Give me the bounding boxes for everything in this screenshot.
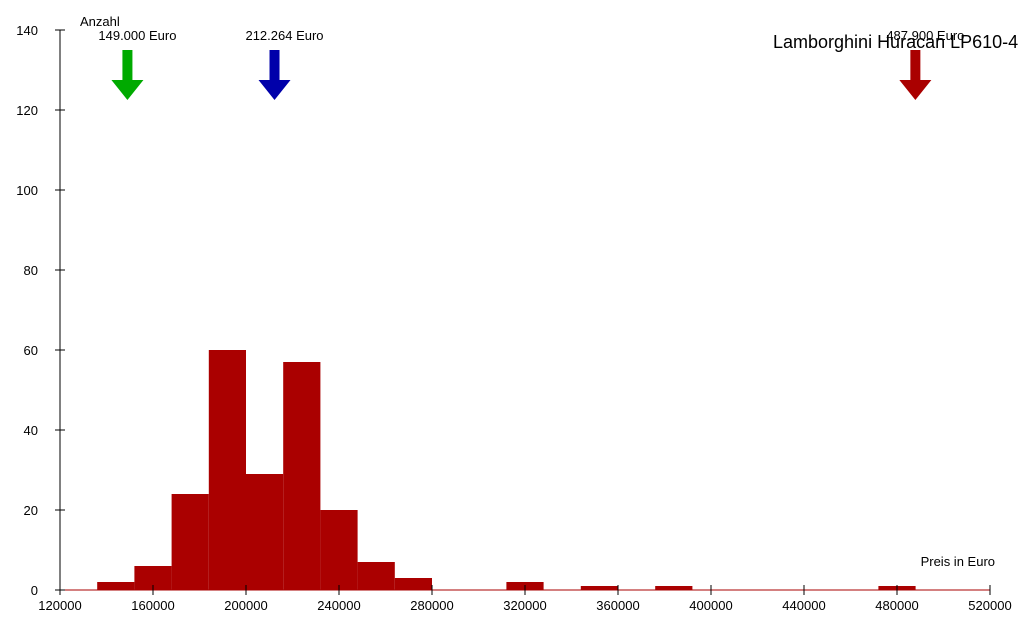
bar: [320, 510, 358, 590]
bar: [97, 582, 135, 590]
y-tick-label: 120: [16, 103, 38, 118]
chart-title: Lamborghini Huracan LP610-4: [773, 32, 1018, 52]
x-tick-label: 360000: [596, 598, 639, 613]
bar: [283, 362, 321, 590]
bar: [580, 586, 618, 590]
x-tick-label: 320000: [503, 598, 546, 613]
y-tick-label: 40: [24, 423, 38, 438]
x-tick-label: 520000: [968, 598, 1011, 613]
x-tick-label: 160000: [131, 598, 174, 613]
x-tick-label: 440000: [782, 598, 825, 613]
y-tick-label: 100: [16, 183, 38, 198]
bar: [655, 586, 693, 590]
marker-arrow: [111, 50, 144, 100]
marker-arrow: [258, 50, 291, 100]
marker-label: 212.264 Euro: [245, 28, 323, 43]
bar: [394, 578, 432, 590]
y-tick-label: 20: [24, 503, 38, 518]
y-tick-label: 0: [31, 583, 38, 598]
x-tick-label: 200000: [224, 598, 267, 613]
marker-arrow: [899, 50, 932, 100]
bar: [208, 350, 246, 590]
y-tick-label: 60: [24, 343, 38, 358]
x-tick-label: 280000: [410, 598, 453, 613]
y-axis-label: Anzahl: [80, 14, 120, 29]
x-tick-label: 480000: [875, 598, 918, 613]
marker-label: 149.000 Euro: [98, 28, 176, 43]
x-tick-label: 240000: [317, 598, 360, 613]
bar: [246, 474, 284, 590]
bar: [357, 562, 395, 590]
x-axis-label: Preis in Euro: [921, 554, 995, 569]
bar: [171, 494, 209, 590]
marker-label: 487.900 Euro: [886, 28, 964, 43]
y-tick-label: 140: [16, 23, 38, 38]
y-tick-label: 80: [24, 263, 38, 278]
x-tick-label: 120000: [38, 598, 81, 613]
x-tick-label: 400000: [689, 598, 732, 613]
